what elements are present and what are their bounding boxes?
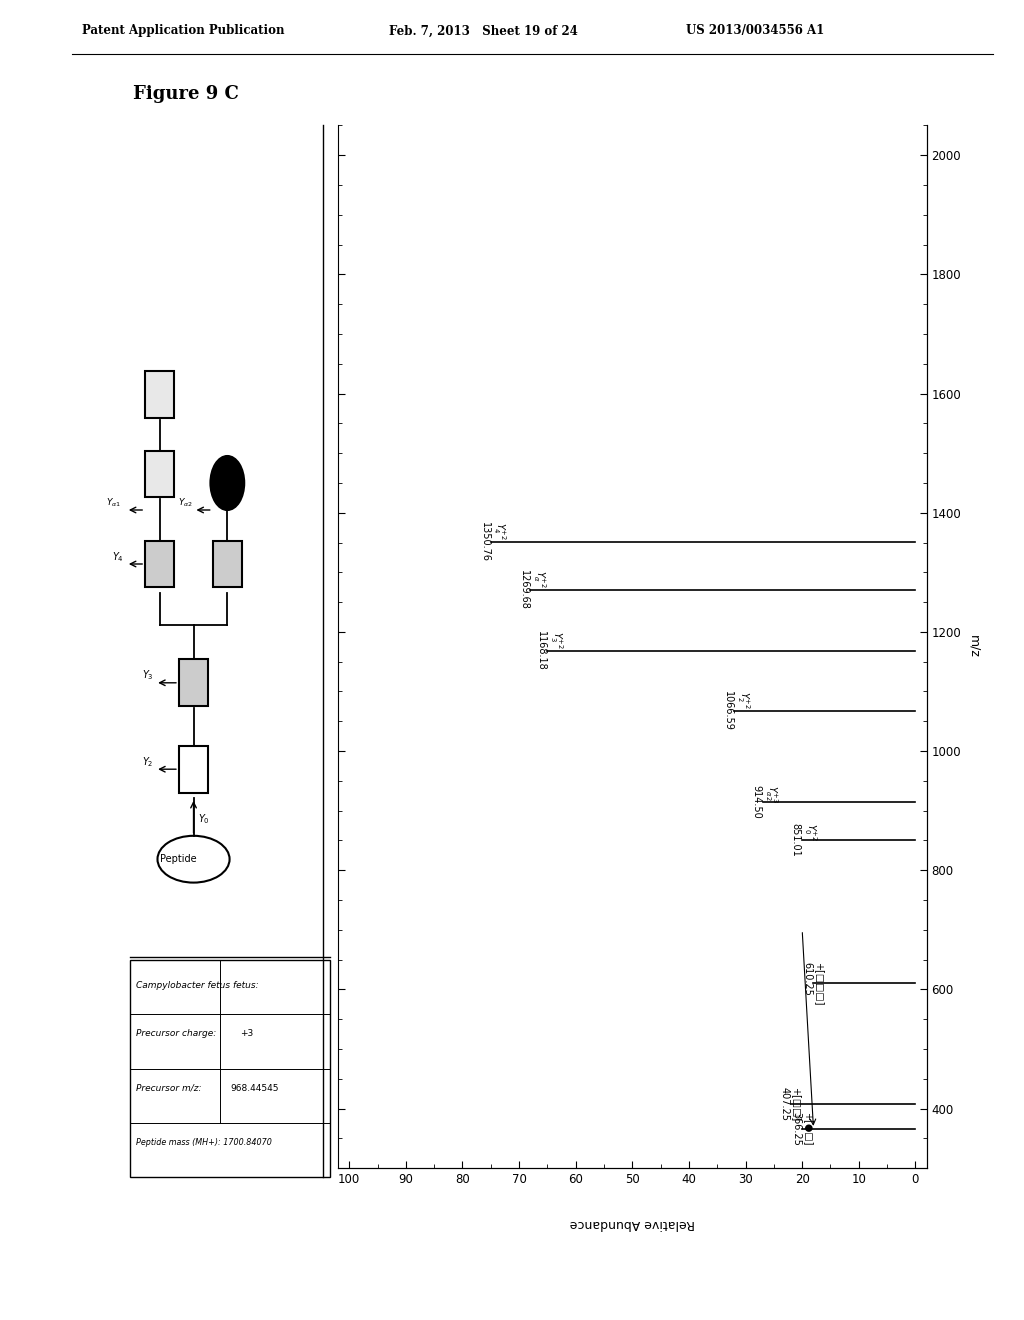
Text: Precursor m/z:: Precursor m/z: bbox=[136, 1084, 202, 1093]
Bar bbox=[145, 450, 174, 498]
Text: Precursor charge:: Precursor charge: bbox=[136, 1030, 216, 1039]
Bar bbox=[179, 660, 208, 706]
Text: $Y_0^{+2}$
851.01: $Y_0^{+2}$ 851.01 bbox=[791, 822, 819, 857]
Text: +3: +3 bbox=[240, 1030, 253, 1039]
Bar bbox=[145, 541, 174, 587]
Text: +[□□□]
610.25: +[□□□] 610.25 bbox=[802, 961, 823, 1005]
Text: $Y_4^{+2}$
1350.76: $Y_4^{+2}$ 1350.76 bbox=[479, 523, 508, 562]
Text: $Y_2$: $Y_2$ bbox=[141, 755, 154, 768]
Bar bbox=[179, 746, 208, 792]
X-axis label: Relative Abundance: Relative Abundance bbox=[569, 1217, 695, 1230]
Text: Campylobacter fetus fetus:: Campylobacter fetus fetus: bbox=[136, 982, 259, 990]
Text: $Y_2^{+2}$
1066.59: $Y_2^{+2}$ 1066.59 bbox=[723, 692, 752, 731]
Text: +[●□]
366.25: +[●□] 366.25 bbox=[791, 1111, 812, 1146]
Text: +[□□]
407.25: +[□□] 407.25 bbox=[779, 1088, 801, 1122]
Text: Patent Application Publication: Patent Application Publication bbox=[82, 24, 285, 37]
Text: Figure 9 C: Figure 9 C bbox=[133, 84, 239, 103]
Text: 968.44545: 968.44545 bbox=[230, 1084, 279, 1093]
Bar bbox=[145, 371, 174, 418]
Text: US 2013/0034556 A1: US 2013/0034556 A1 bbox=[686, 24, 824, 37]
Text: $Y_0$: $Y_0$ bbox=[198, 813, 210, 826]
Text: $Y_3$: $Y_3$ bbox=[141, 669, 154, 682]
Text: $Y_3^{+2}$
1168.18: $Y_3^{+2}$ 1168.18 bbox=[537, 631, 564, 671]
Text: $Y_\alpha^{+2}$
1269.68: $Y_\alpha^{+2}$ 1269.68 bbox=[519, 570, 548, 610]
Circle shape bbox=[211, 455, 244, 510]
Ellipse shape bbox=[158, 836, 229, 883]
Text: Feb. 7, 2013   Sheet 19 of 24: Feb. 7, 2013 Sheet 19 of 24 bbox=[389, 24, 578, 37]
Text: $Y_{\alpha1}$: $Y_{\alpha1}$ bbox=[105, 496, 121, 510]
Text: $Y_{\alpha2}^{+3}$
914.50: $Y_{\alpha2}^{+3}$ 914.50 bbox=[752, 785, 779, 818]
Text: Peptide: Peptide bbox=[160, 854, 197, 865]
Text: $Y_{\alpha2}$: $Y_{\alpha2}$ bbox=[178, 496, 193, 510]
Text: $Y_4$: $Y_4$ bbox=[113, 550, 124, 564]
Bar bbox=[213, 541, 242, 587]
Y-axis label: m/z: m/z bbox=[968, 635, 981, 659]
Text: Peptide mass (MH+): 1700.84070: Peptide mass (MH+): 1700.84070 bbox=[136, 1138, 272, 1147]
